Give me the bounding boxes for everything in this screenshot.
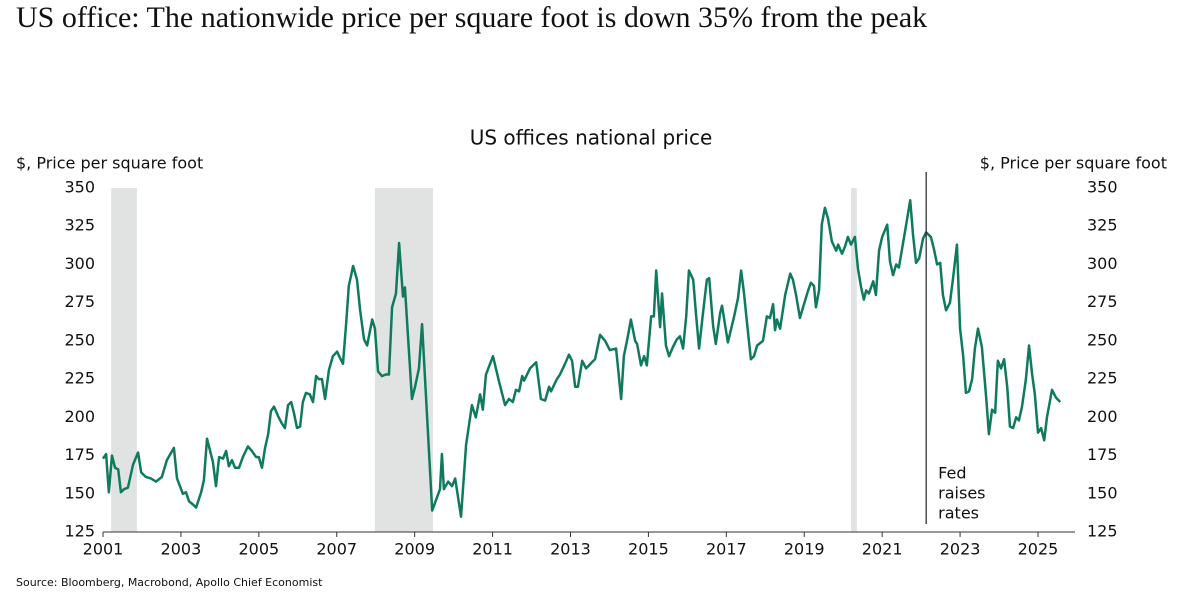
y-tick-label: 225 — [64, 369, 95, 388]
page-title: US office: The nationwide price per squa… — [16, 1, 927, 34]
annotation-text: rates — [938, 504, 979, 523]
x-tick-label: 2005 — [238, 540, 279, 559]
x-tick-label: 2017 — [706, 540, 747, 559]
y-tick-label: 200 — [64, 407, 95, 426]
x-tick-label: 2009 — [394, 540, 435, 559]
y-tick-label: 300 — [64, 254, 95, 273]
y2-tick-label: 250 — [1087, 330, 1118, 349]
annotation-text: Fed — [938, 464, 966, 483]
y-tick-label: 150 — [64, 483, 95, 502]
y-tick-label: 350 — [64, 178, 95, 197]
y-tick-label: 250 — [64, 330, 95, 349]
y2-tick-label: 325 — [1087, 216, 1118, 235]
x-tick-label: 2007 — [316, 540, 357, 559]
x-tick-label: 2015 — [628, 540, 669, 559]
y2-tick-label: 125 — [1087, 522, 1118, 541]
y-tick-label: 175 — [64, 445, 95, 464]
price-line — [101, 198, 1062, 518]
chart-title: US offices national price — [470, 126, 713, 150]
y-tick-label: 325 — [64, 216, 95, 235]
recession-band — [850, 188, 857, 532]
x-tick-label: 2003 — [161, 540, 202, 559]
x-tick-label: 2023 — [940, 540, 981, 559]
y2-axis-label: $, Price per square foot — [980, 154, 1167, 173]
y2-tick-label: 175 — [1087, 445, 1118, 464]
y2-tick-label: 350 — [1087, 178, 1118, 197]
y2-tick-label: 300 — [1087, 254, 1118, 273]
y-tick-label: 275 — [64, 292, 95, 311]
annotation-text: raises — [938, 484, 985, 503]
x-tick-label: 2025 — [1018, 540, 1059, 559]
x-tick-label: 2021 — [862, 540, 903, 559]
y2-tick-label: 275 — [1087, 292, 1118, 311]
source-note: Source: Bloomberg, Macrobond, Apollo Chi… — [16, 576, 323, 589]
recession-band — [111, 188, 137, 532]
x-tick-label: 2013 — [550, 540, 591, 559]
y2-tick-label: 225 — [1087, 369, 1118, 388]
y2-tick-label: 150 — [1087, 483, 1118, 502]
y2-tick-label: 200 — [1087, 407, 1118, 426]
x-tick-label: 2019 — [784, 540, 825, 559]
y-axis-label: $, Price per square foot — [16, 154, 203, 173]
x-tick-label: 2001 — [83, 540, 124, 559]
x-tick-label: 2011 — [472, 540, 513, 559]
y-tick-label: 125 — [64, 522, 95, 541]
